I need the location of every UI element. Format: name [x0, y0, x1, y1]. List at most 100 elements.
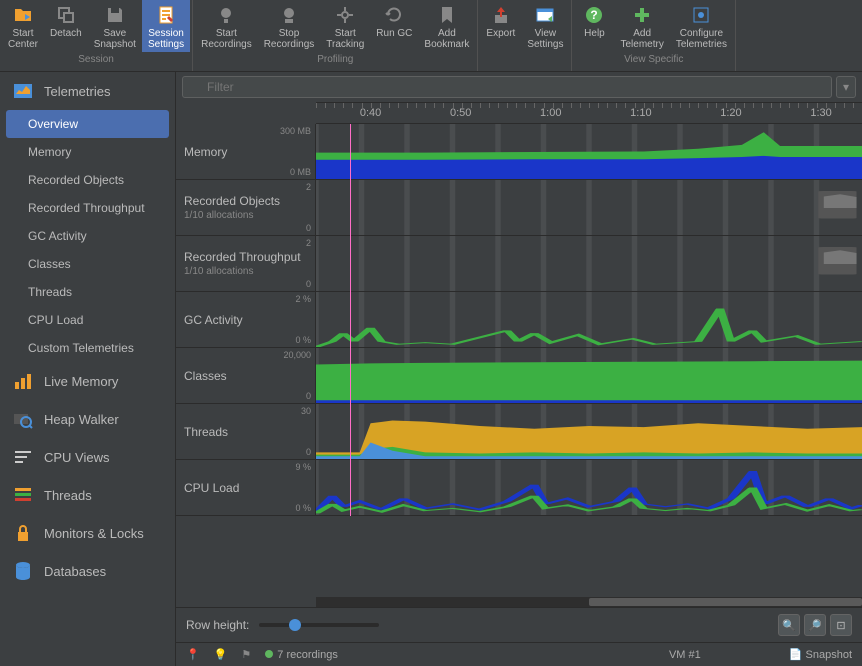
section-icon — [12, 484, 34, 506]
toolbar-group-label: Profiling — [195, 52, 475, 67]
detach-icon — [55, 4, 77, 26]
y-max: 2 — [306, 238, 311, 248]
y-min: 0 — [306, 279, 311, 289]
help-icon: ? — [583, 4, 605, 26]
timeline-ruler[interactable]: 0:40 0:50 1:00 1:10 1:20 1:30 — [316, 102, 862, 124]
save-icon — [104, 4, 126, 26]
filter-input[interactable] — [182, 76, 832, 98]
chart-row-recorded-objects[interactable]: Recorded Objects1/10 allocations20 — [176, 180, 862, 236]
section-icon — [12, 522, 34, 544]
pin-icon[interactable]: 📍 — [186, 648, 200, 661]
svg-text:?: ? — [591, 8, 598, 22]
settings-icon — [155, 4, 177, 26]
y-min: 0 — [306, 391, 311, 401]
section-icon — [12, 370, 34, 392]
chart-title: GC Activity — [184, 313, 307, 327]
sidebar-section-monitors-locks[interactable]: Monitors & Locks — [0, 514, 175, 552]
y-min: 0 MB — [290, 167, 311, 177]
y-min: 0 % — [295, 503, 311, 513]
timeline-label: 1:30 — [810, 107, 831, 119]
timeline-label: 0:50 — [450, 107, 471, 119]
recordings-status: 7 recordings — [265, 649, 338, 661]
cfg-icon — [690, 4, 712, 26]
chart-subtitle: 1/10 allocations — [184, 266, 307, 277]
sidebar-section-threads[interactable]: Threads — [0, 476, 175, 514]
toolbar-group-label: View Specific — [574, 52, 733, 67]
sidebar-section-live-memory[interactable]: Live Memory — [0, 362, 175, 400]
add-telemetry-button[interactable]: AddTelemetry — [614, 0, 669, 52]
sidebar-item-threads[interactable]: Threads — [0, 278, 175, 306]
timeline-label: 1:00 — [540, 107, 561, 119]
session-settings-button[interactable]: SessionSettings — [142, 0, 190, 52]
y-max: 2 % — [295, 294, 311, 304]
toolbar-group-label: Session — [2, 52, 190, 67]
y-min: 0 % — [295, 335, 311, 345]
chart-title: Memory — [184, 145, 307, 159]
chart-title: CPU Load — [184, 481, 307, 495]
bulb-icon[interactable]: 💡 — [214, 648, 228, 661]
chart-title: Classes — [184, 369, 307, 383]
timeline-label: 1:20 — [720, 107, 741, 119]
horizontal-scrollbar[interactable] — [316, 597, 862, 607]
zoom-out-button[interactable]: 🔎 — [804, 614, 826, 636]
timeline-label: 0:40 — [360, 107, 381, 119]
chart-subtitle: 1/10 allocations — [184, 210, 307, 221]
chart-row-memory[interactable]: Memory300 MB0 MB — [176, 124, 862, 180]
sidebar-section-cpu-views[interactable]: CPU Views — [0, 438, 175, 476]
timeline-label: 1:10 — [630, 107, 651, 119]
chart-row-cpu-load[interactable]: CPU Load9 %0 % — [176, 460, 862, 516]
section-icon — [12, 408, 34, 430]
add-icon — [631, 4, 653, 26]
snapshot-button[interactable]: 📄 Snapshot — [789, 648, 852, 661]
sidebar-item-overview[interactable]: Overview — [6, 110, 169, 138]
start-tracking-button[interactable]: StartTracking — [320, 0, 370, 52]
export-button[interactable]: Export — [480, 0, 521, 52]
run gc-button[interactable]: Run GC — [370, 0, 418, 52]
filter-dropdown[interactable]: ▾ — [836, 76, 856, 98]
row-height-label: Row height: — [186, 618, 249, 632]
chart-title: Recorded Objects — [184, 194, 307, 208]
stop-recordings-button[interactable]: StopRecordings — [258, 0, 321, 52]
chart-row-threads[interactable]: Threads300 — [176, 404, 862, 460]
configure-telemetries-button[interactable]: ConfigureTelemetries — [670, 0, 733, 52]
sidebar-item-custom-telemetries[interactable]: Custom Telemetries — [0, 334, 175, 362]
chart-row-recorded-throughput[interactable]: Recorded Throughput 1/10 allocations 2 0 — [176, 236, 862, 292]
sidebar-item-cpu-load[interactable]: CPU Load — [0, 306, 175, 334]
y-max: 20,000 — [283, 350, 311, 360]
bookmark-icon — [436, 4, 458, 26]
start-recordings-button[interactable]: StartRecordings — [195, 0, 258, 52]
flag-icon[interactable]: ⚑ — [241, 648, 251, 661]
rec-icon — [215, 4, 237, 26]
sidebar-item-recorded-throughput[interactable]: Recorded Throughput — [0, 194, 175, 222]
chart-title: Recorded Throughput — [184, 250, 307, 264]
fit-button[interactable]: ⊡ — [830, 614, 852, 636]
section-icon — [12, 80, 34, 102]
y-min: 0 — [306, 223, 311, 233]
sidebar-item-classes[interactable]: Classes — [0, 250, 175, 278]
sidebar-section-databases[interactable]: Databases — [0, 552, 175, 590]
chart-row-gc-activity[interactable]: GC Activity 2 % 0 % — [176, 292, 862, 348]
detach-button[interactable]: Detach — [44, 0, 88, 52]
vm-status: VM #1 — [669, 649, 701, 661]
y-min: 0 — [306, 447, 311, 457]
view-settings-button[interactable]: ViewSettings — [521, 0, 569, 52]
sidebar-section-heap-walker[interactable]: Heap Walker — [0, 400, 175, 438]
sidebar-item-recorded-objects[interactable]: Recorded Objects — [0, 166, 175, 194]
chart-row-classes[interactable]: Classes 20,000 0 — [176, 348, 862, 404]
row-height-slider[interactable] — [259, 623, 379, 627]
sidebar-section-telemetries[interactable]: Telemetries — [0, 72, 175, 110]
add-bookmark-button[interactable]: AddBookmark — [418, 0, 475, 52]
save-snapshot-button[interactable]: SaveSnapshot — [88, 0, 142, 52]
vsettings-icon — [534, 4, 556, 26]
start-center-button[interactable]: StartCenter — [2, 0, 44, 52]
track-icon — [334, 4, 356, 26]
sidebar-item-memory[interactable]: Memory — [0, 138, 175, 166]
gc-icon — [383, 4, 405, 26]
zoom-in-button[interactable]: 🔍 — [778, 614, 800, 636]
section-icon — [12, 446, 34, 468]
chart-title: Threads — [184, 425, 307, 439]
help-button[interactable]: ?Help — [574, 0, 614, 52]
sidebar-item-gc-activity[interactable]: GC Activity — [0, 222, 175, 250]
stop-icon — [278, 4, 300, 26]
section-icon — [12, 560, 34, 582]
